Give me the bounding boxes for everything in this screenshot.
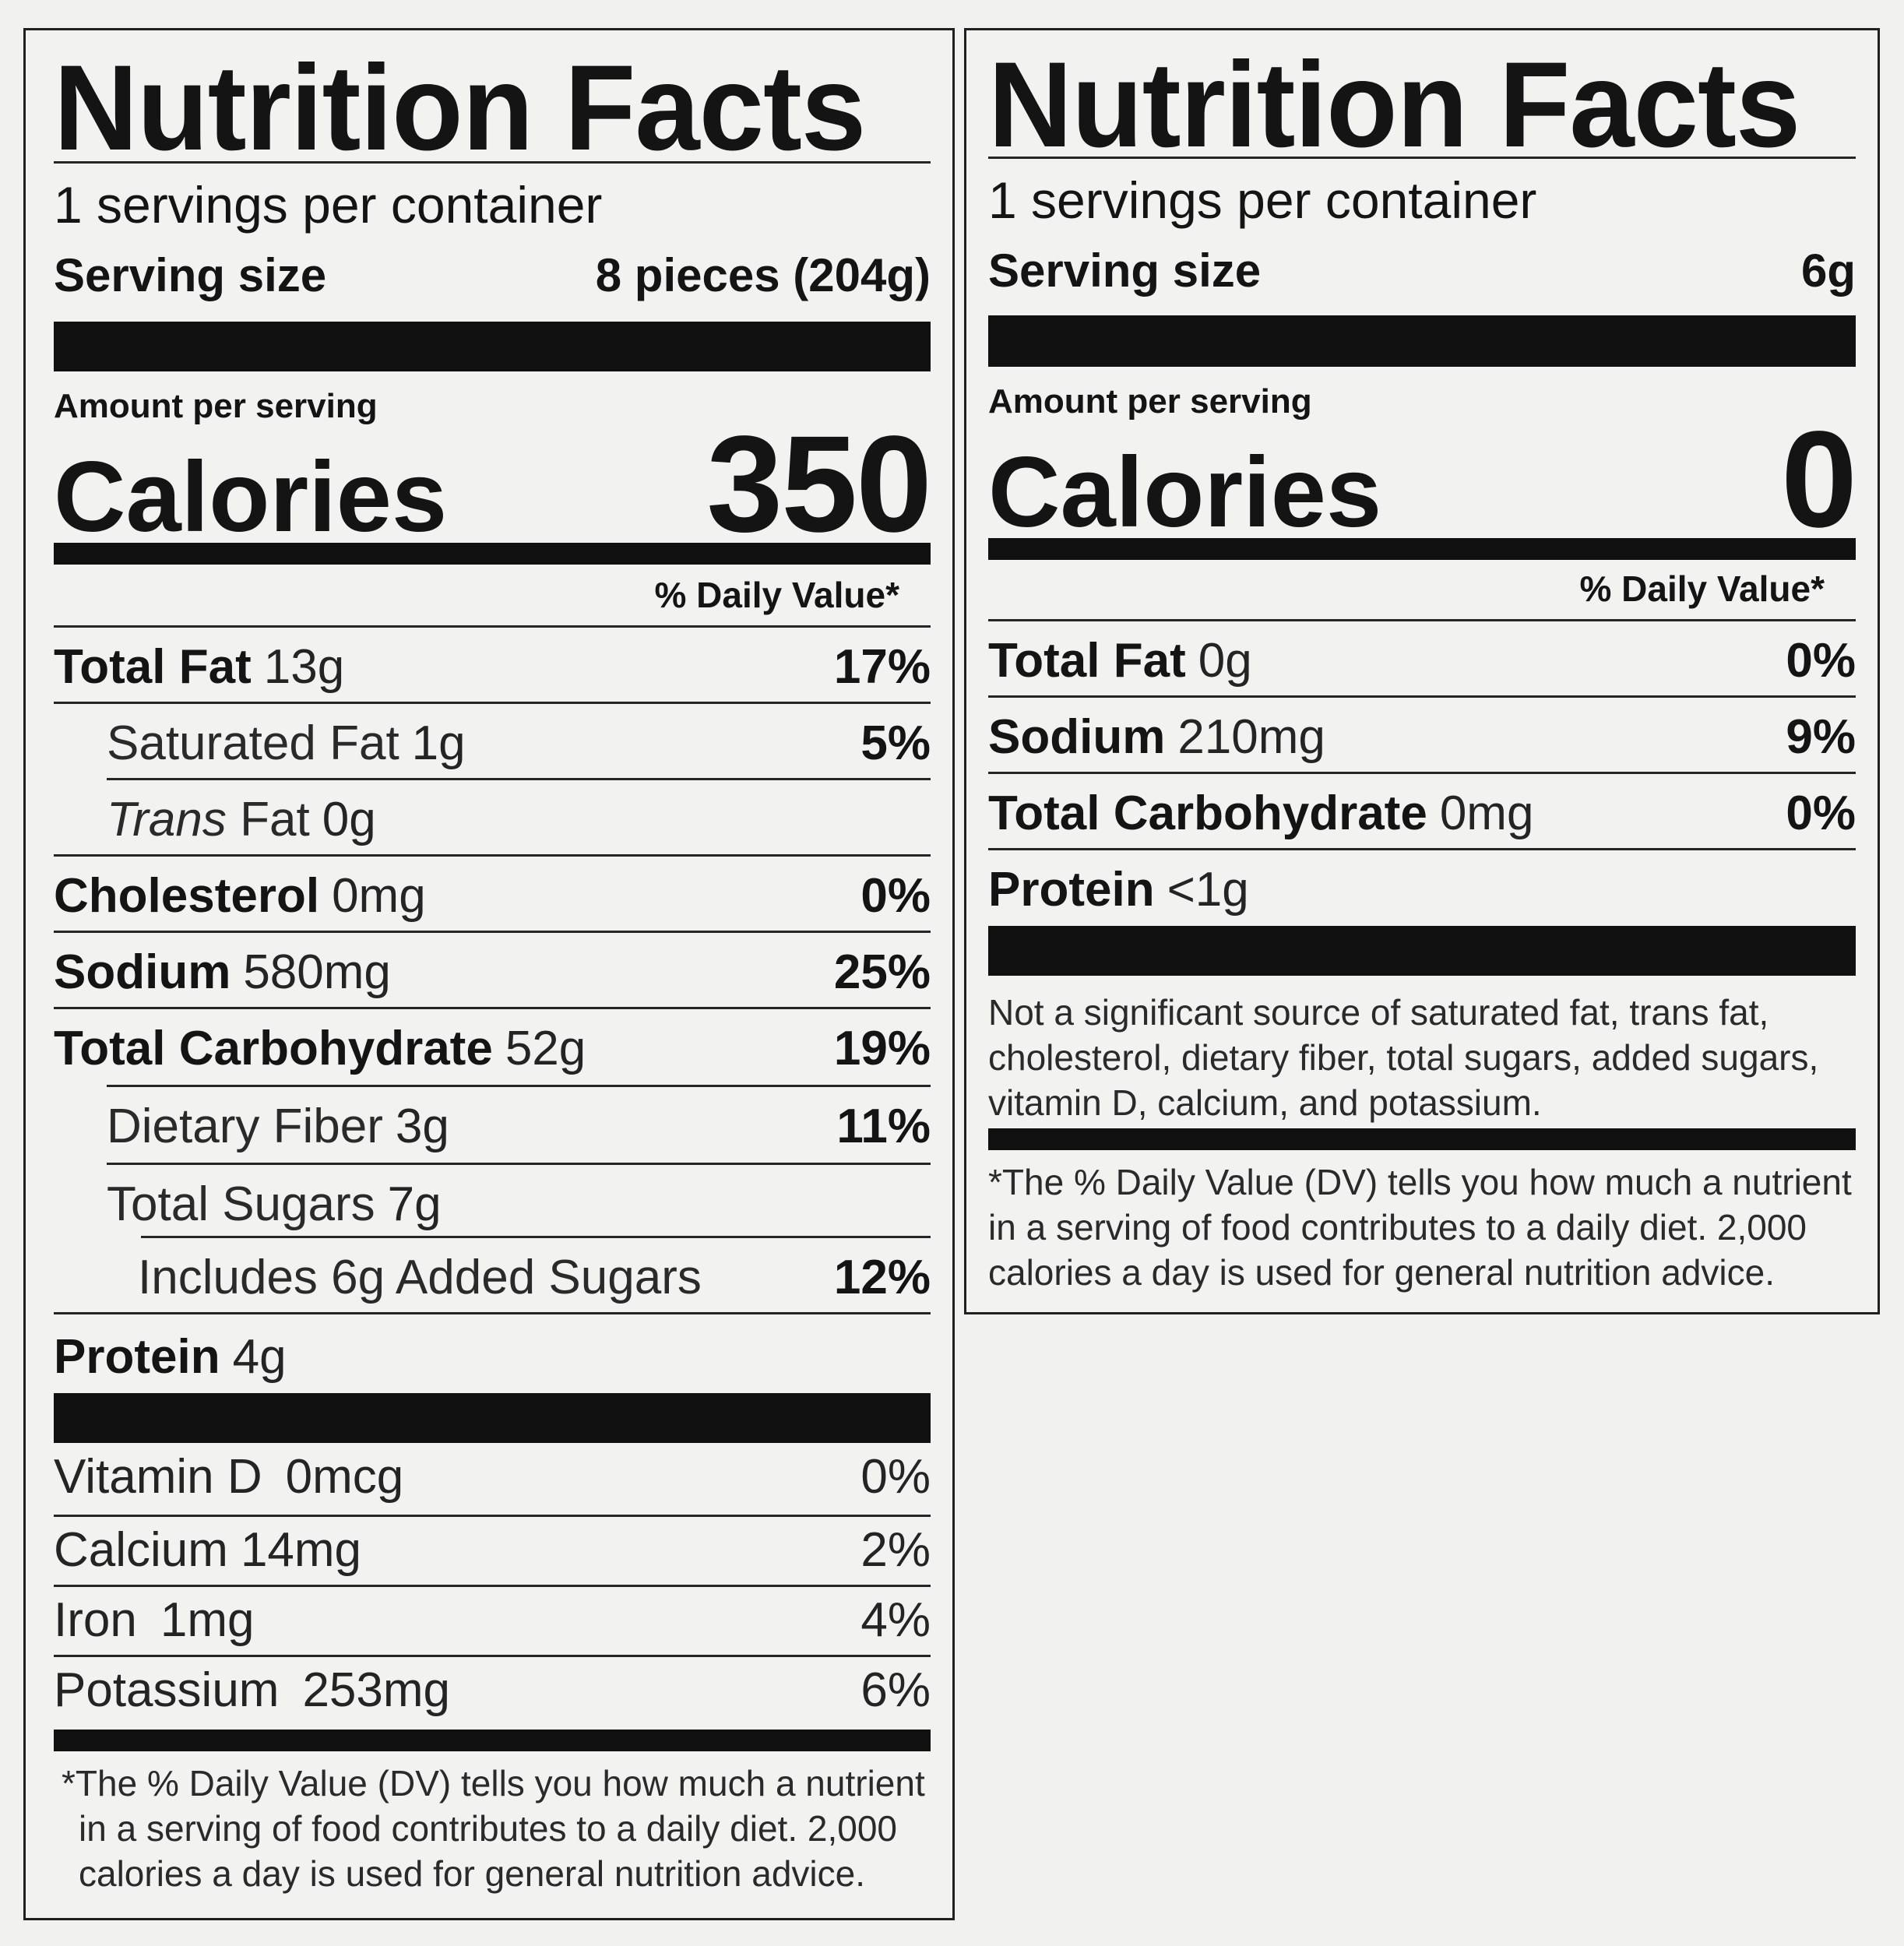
thick-bar — [988, 315, 1856, 367]
divider — [54, 1312, 931, 1314]
nutrient-row: Trans Fat 0g — [107, 793, 376, 846]
divider — [107, 1163, 931, 1165]
footnote: *The % Daily Value (DV) tells you how mu… — [62, 1763, 925, 1894]
calories-label: Calories — [988, 437, 1382, 548]
serving-size-label: Serving size — [988, 245, 1262, 297]
calories-value: 350 — [706, 408, 932, 561]
nutrient-row: Total Carbohydrate 52g 19% — [54, 1022, 931, 1075]
vitamin-row: Potassium 253mg 6% — [54, 1663, 931, 1717]
nutrient-row: Saturated Fat 1g 5% — [107, 716, 931, 770]
divider — [54, 1585, 931, 1587]
divider — [107, 1085, 931, 1087]
calories-row: Calories 350 — [54, 406, 932, 563]
nutrient-row: Sodium 210mg 9% — [988, 710, 1856, 764]
divider — [54, 1007, 931, 1009]
thick-bar — [988, 926, 1856, 976]
nutrient-row: Total Carbohydrate 0mg 0% — [988, 786, 1856, 840]
nutrient-row: Protein 4g — [54, 1330, 287, 1384]
divider — [54, 161, 931, 164]
nutrient-row: Total Fat 13g 17% — [54, 640, 931, 694]
medium-bar — [988, 1128, 1856, 1150]
nutrient-row: Protein <1g — [988, 863, 1249, 917]
divider — [988, 157, 1856, 159]
nutrient-row: Sodium 580mg 25% — [54, 945, 931, 999]
thick-bar — [54, 322, 931, 371]
servings-per-container: 1 servings per container — [988, 171, 1537, 229]
nutrient-row: Total Sugars 7g — [107, 1177, 442, 1231]
amount-per-serving: Amount per serving — [988, 382, 1312, 421]
calories-label: Calories — [54, 442, 448, 553]
divider — [107, 778, 931, 780]
calories-row: Calories 0 — [988, 401, 1857, 558]
footnote: *The % Daily Value (DV) tells you how mu… — [988, 1162, 1852, 1293]
nutrient-row: Includes 6g Added Sugars 12% — [138, 1251, 931, 1304]
divider — [54, 931, 931, 933]
serving-size-value: 6g — [1800, 245, 1856, 297]
divider — [54, 702, 931, 704]
nutrition-label-right: Nutrition Facts 1 servings per container… — [964, 28, 1880, 1314]
divider — [54, 625, 931, 628]
nutrient-row: Dietary Fiber 3g 11% — [107, 1100, 931, 1153]
serving-size-label: Serving size — [54, 249, 327, 301]
servings-per-container: 1 servings per container — [54, 176, 603, 234]
vitamin-row: Calcium 14mg 2% — [54, 1523, 931, 1577]
calories-value: 0 — [1781, 403, 1857, 556]
medium-bar — [54, 543, 931, 565]
divider — [988, 848, 1856, 850]
serving-size-row: Serving size 6g — [988, 244, 1856, 297]
label-title: Nutrition Facts — [988, 37, 1800, 173]
divider — [141, 1236, 931, 1238]
serving-size-value: 8 pieces (204g) — [595, 249, 931, 301]
divider — [988, 772, 1856, 774]
not-significant-note: Not a significant source of saturated fa… — [988, 992, 1819, 1123]
daily-value-header: % Daily Value* — [1579, 568, 1825, 609]
nutrition-label-left: Nutrition Facts 1 servings per container… — [23, 28, 955, 1920]
vitamin-row: Iron 1mg 4% — [54, 1593, 931, 1647]
label-title: Nutrition Facts — [54, 40, 866, 176]
divider — [54, 1655, 931, 1657]
vitamin-row: Vitamin D 0mcg 0% — [54, 1450, 931, 1504]
divider — [54, 1515, 931, 1517]
medium-bar — [988, 538, 1856, 560]
divider — [988, 695, 1856, 698]
serving-size-row: Serving size 8 pieces (204g) — [54, 248, 931, 302]
divider — [988, 619, 1856, 621]
daily-value-header: % Daily Value* — [654, 575, 900, 615]
medium-bar — [54, 1730, 931, 1751]
thick-bar — [54, 1393, 931, 1443]
divider — [54, 854, 931, 857]
nutrient-row: Total Fat 0g 0% — [988, 634, 1856, 688]
nutrient-row: Cholesterol 0mg 0% — [54, 869, 931, 923]
amount-per-serving: Amount per serving — [54, 387, 378, 425]
